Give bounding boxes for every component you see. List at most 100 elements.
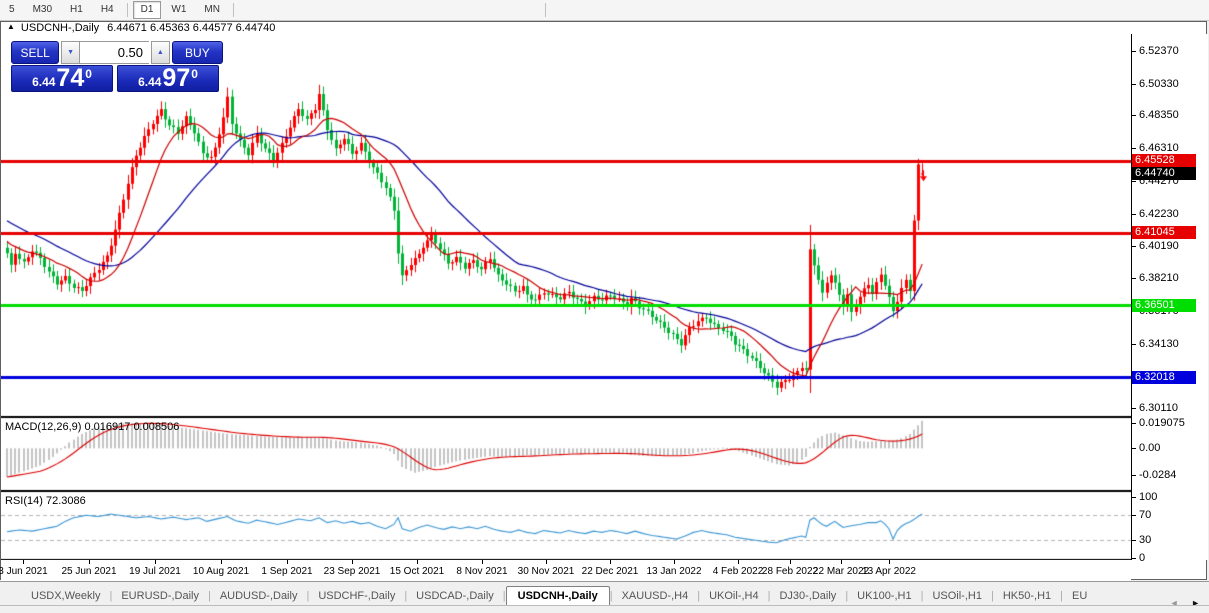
date-label: 28 Feb 2022 [761, 566, 819, 577]
rsi-tick [1132, 497, 1136, 498]
buy-price-small: 6.44 [138, 75, 162, 89]
rsi-tick [1132, 540, 1136, 541]
rsi-tick-label: 30 [1139, 534, 1152, 546]
tab-divider: | [404, 590, 408, 602]
price-tick-label: 6.34130 [1139, 338, 1179, 350]
tab-divider: | [306, 590, 310, 602]
tab-divider: | [990, 590, 994, 602]
chart-tab-ukoil-h4[interactable]: UKOil-,H4 [709, 590, 759, 602]
date-label: 15 Oct 2021 [389, 566, 445, 577]
price-tick [1132, 115, 1136, 116]
timeframe-button-mn[interactable]: MN [204, 4, 220, 15]
date-tick [889, 560, 890, 564]
time-axis[interactable]: 3 Jun 2021 25 Jun 2021 19 Jul 2021 10 Aug 2… [0, 560, 1131, 581]
date-label: 22 Mar 2022 [812, 566, 870, 577]
level-price-label: 6.32018 [1132, 371, 1196, 384]
timeframe-button-w1[interactable]: W1 [171, 4, 187, 15]
volume-increase-button[interactable]: ▲ [151, 41, 170, 64]
price-tick-label: 6.48350 [1139, 109, 1179, 121]
chart-tab-audusd-daily[interactable]: AUDUSD-,Daily [219, 590, 298, 602]
timeframe-button-h4[interactable]: H4 [100, 4, 114, 15]
one-click-trading-panel: SELL ▼ 0.50 ▲ BUY 6.44 74 0 6.44 97 0 [11, 41, 223, 92]
price-tick [1132, 246, 1136, 247]
timeframe-button-d1[interactable]: D1 [132, 1, 162, 19]
price-tick [1132, 84, 1136, 85]
rsi-tick-label: 70 [1139, 509, 1152, 521]
chart-tab-eurusd-daily[interactable]: EURUSD-,Daily [121, 590, 199, 602]
macd-tick-label: -0.0284 [1139, 469, 1177, 481]
tab-divider: | [845, 590, 849, 602]
date-tick [482, 560, 483, 564]
date-tick [546, 560, 547, 564]
price-tick [1132, 344, 1136, 345]
chart-tab-uk100-h1[interactable]: UK100-,H1 [857, 590, 912, 602]
chart-tab-usdcnh-daily[interactable]: USDCNH-,Daily [505, 586, 610, 605]
chart-tab-usdchf-daily[interactable]: USDCHF-,Daily [318, 590, 396, 602]
price-chart-canvas[interactable] [1, 34, 1131, 560]
status-bar [0, 605, 1209, 613]
tab-divider: | [1060, 590, 1063, 602]
chart-title-bar: ▲ USDCNH-,Daily 6.44671 6.45363 6.44577 6.… [1, 22, 1209, 34]
date-label: 13 Apr 2022 [862, 566, 916, 577]
price-tick [1132, 181, 1136, 182]
timeframe-button-h1[interactable]: H1 [70, 4, 83, 15]
level-price-label: 6.45528 [1132, 154, 1196, 167]
date-tick [23, 560, 24, 564]
chart-tab-hk50-h1[interactable]: HK50-,H1 [1002, 590, 1052, 602]
date-label: 8 Nov 2021 [456, 566, 508, 577]
price-tick [1132, 214, 1136, 215]
buy-button[interactable]: BUY [171, 41, 223, 64]
date-tick [841, 560, 842, 564]
tab-scroll-buttons: ◄ ► [1165, 598, 1205, 608]
date-tick [674, 560, 675, 564]
sell-price-display[interactable]: 6.44 74 0 [11, 65, 113, 92]
price-tick [1132, 278, 1136, 279]
level-price-label: 6.36501 [1132, 299, 1196, 312]
macd-tick-label: 0.00 [1139, 442, 1161, 454]
timeframe-button-m30[interactable]: M30 [32, 4, 53, 15]
timeframe-button-5[interactable]: 5 [9, 4, 15, 15]
timeframe-toolbar: 5 M30 H1 H4 D1 W1 MN [0, 0, 1209, 21]
date-tick [89, 560, 90, 564]
price-tick-label: 6.46310 [1139, 142, 1179, 154]
rsi-tick-label: 0 [1139, 552, 1146, 564]
chart-tab-xauusd-h4[interactable]: XAUUSD-,H4 [621, 590, 689, 602]
tab-divider: | [920, 590, 924, 602]
macd-tick [1132, 448, 1136, 449]
date-label: 19 Jul 2021 [129, 566, 181, 577]
rsi-tick-label: 100 [1139, 491, 1158, 503]
rsi-tick [1132, 558, 1136, 559]
date-tick [790, 560, 791, 564]
date-tick [352, 560, 353, 564]
price-tick-label: 6.42230 [1139, 208, 1179, 220]
tab-divider: | [502, 590, 506, 602]
chart-tab-eu[interactable]: EU [1071, 590, 1088, 602]
chart-symbol-period: USDCNH-,Daily [20, 22, 100, 34]
date-label: 13 Jan 2022 [646, 566, 702, 577]
price-tick-label: 6.50330 [1139, 78, 1179, 90]
chart-tab-dj30-daily[interactable]: DJ30-,Daily [779, 590, 837, 602]
buy-price-display[interactable]: 6.44 97 0 [117, 65, 219, 92]
tab-divider: | [697, 590, 701, 602]
sell-button[interactable]: SELL [11, 41, 60, 64]
chart-tab-usdcad-daily[interactable]: USDCAD-,Daily [416, 590, 494, 602]
date-tick [610, 560, 611, 564]
volume-input[interactable]: 0.50 [80, 41, 150, 64]
price-axis[interactable]: 6.52370 6.50330 6.48350 6.46310 6.44270 6.422… [1131, 34, 1208, 564]
date-tick [155, 560, 156, 564]
macd-tick [1132, 423, 1136, 424]
tab-scroll-left-icon[interactable]: ◄ [1169, 598, 1179, 608]
chart-tab-usdx-weekly[interactable]: USDX,Weekly [31, 590, 101, 602]
date-label: 23 Sep 2021 [323, 566, 381, 577]
price-tick-label: 6.38210 [1139, 272, 1179, 284]
chart-tab-usoil-h1[interactable]: USOil-,H1 [932, 590, 982, 602]
sell-price-big: 74 [56, 64, 85, 92]
buy-price-sup: 0 [191, 67, 198, 81]
toolbar-divider [232, 3, 234, 17]
tab-scroll-right-icon[interactable]: ► [1191, 598, 1200, 608]
volume-decrease-button[interactable]: ▼ [61, 41, 81, 64]
chart-window: ▲ USDCNH-,Daily 6.44671 6.45363 6.44577 6.… [0, 21, 1209, 581]
date-tick [417, 560, 418, 564]
date-tick [287, 560, 288, 564]
collapse-panel-icon[interactable]: ▲ [7, 22, 15, 31]
